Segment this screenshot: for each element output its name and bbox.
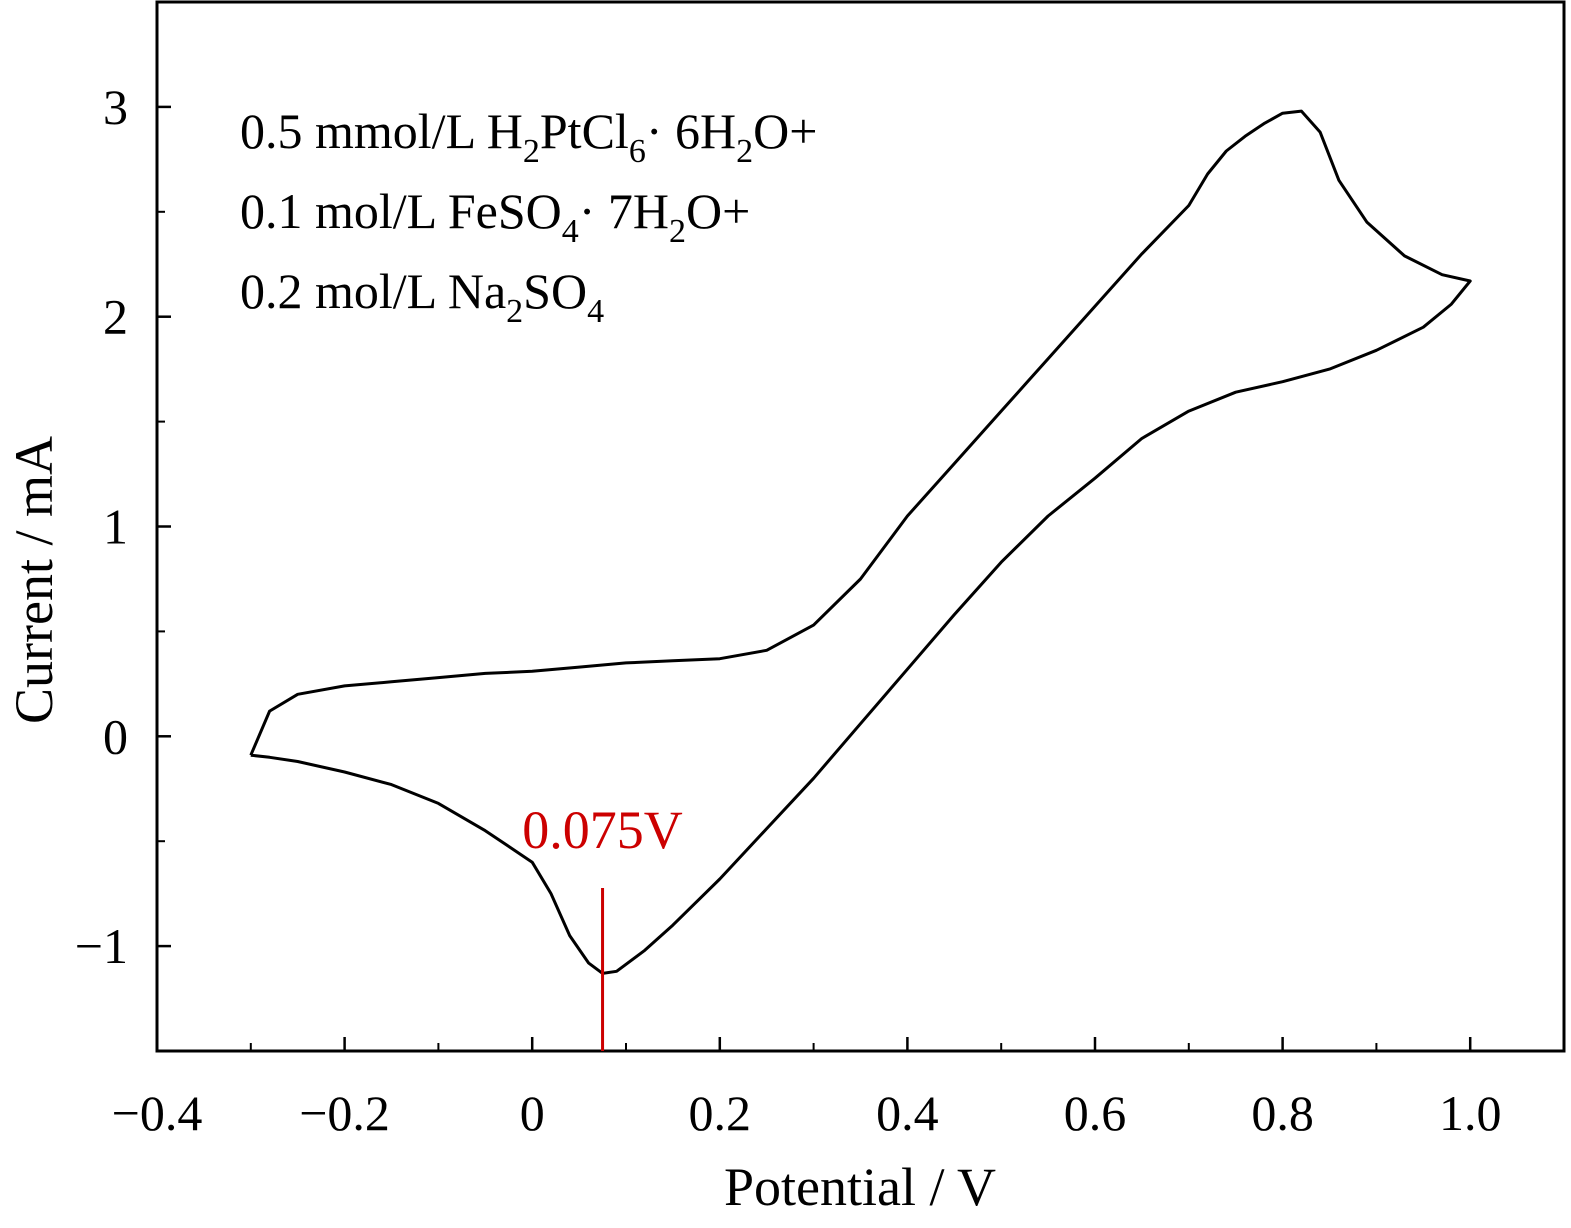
peak-annotation: 0.075V <box>522 800 683 1051</box>
x-tick-label: 1.0 <box>1439 1085 1502 1141</box>
x-tick-label: −0.2 <box>299 1085 390 1141</box>
x-axis-ticks: −0.4 −0.2 0 0.2 0.4 0.6 0.8 1.0 <box>112 1037 1502 1141</box>
y-tick-label: −1 <box>75 918 128 974</box>
y-tick-label: 1 <box>103 499 128 555</box>
legend-segment: O+ <box>686 183 750 239</box>
x-axis-label: Potential / V <box>724 1157 996 1217</box>
peak-annotation-label: 0.075V <box>522 800 683 860</box>
x-tick-label: 0.8 <box>1251 1085 1314 1141</box>
y-tick-label: 0 <box>103 708 128 764</box>
legend: 0.5 mmol/L H2PtCl6· 6H2O+0.1 mol/L FeSO4… <box>240 103 817 330</box>
legend-subscript: 4 <box>562 213 579 250</box>
legend-segment: SO <box>523 263 587 319</box>
x-tick-label: −0.4 <box>112 1085 203 1141</box>
x-tick-label: 0.2 <box>689 1085 752 1141</box>
legend-entry: 0.2 mol/L Na2SO4 <box>240 263 604 330</box>
x-tick-label: 0.4 <box>876 1085 939 1141</box>
y-axis-label: Current / mA <box>4 436 64 724</box>
legend-segment: O+ <box>753 103 817 159</box>
x-tick-label: 0 <box>520 1085 545 1141</box>
x-tick-label: 0.6 <box>1064 1085 1127 1141</box>
y-tick-label: 2 <box>103 289 128 345</box>
y-axis-ticks: −1 0 1 2 3 <box>75 79 171 974</box>
legend-entry: 0.5 mmol/L H2PtCl6· 6H2O+ <box>240 103 817 170</box>
legend-subscript: 4 <box>587 293 604 330</box>
y-tick-label: 3 <box>103 79 128 135</box>
legend-segment: 0.5 mmol/L H <box>240 103 523 159</box>
series-line-0 <box>249 109 1472 975</box>
legend-subscript: 2 <box>506 293 523 330</box>
legend-segment: · 6H <box>646 103 736 159</box>
legend-segment: 0.2 mol/L Na <box>240 263 506 319</box>
plot-frame <box>155 0 1566 1053</box>
legend-subscript: 2 <box>736 133 753 170</box>
legend-subscript: 6 <box>629 133 646 170</box>
legend-segment: PtCl <box>540 103 629 159</box>
series-layer <box>249 109 1472 975</box>
legend-subscript: 2 <box>669 213 686 250</box>
legend-segment: · 7H <box>579 183 669 239</box>
legend-subscript: 2 <box>523 133 540 170</box>
legend-entry: 0.1 mol/L FeSO4· 7H2O+ <box>240 183 750 250</box>
legend-segment: 0.1 mol/L FeSO <box>240 183 562 239</box>
